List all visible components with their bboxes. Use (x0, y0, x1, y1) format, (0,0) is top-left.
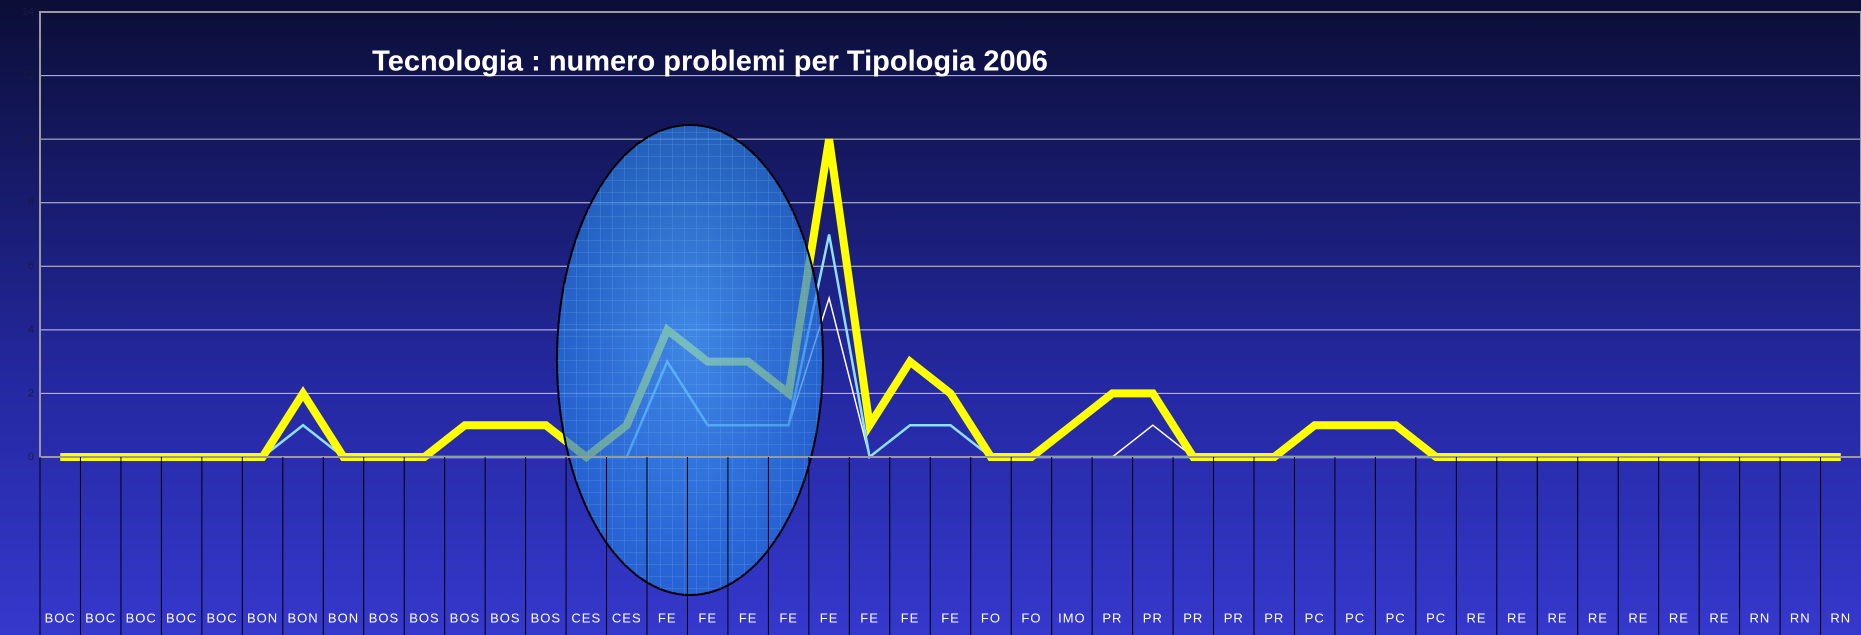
x-tick-label: BOC (126, 610, 157, 625)
x-tick-label: CES (571, 610, 601, 625)
x-tick-label: PR (1183, 610, 1203, 625)
y-tick-label: 14 (22, 6, 34, 18)
x-tick-label: FO (1021, 610, 1041, 625)
x-tick-label: PR (1264, 610, 1284, 625)
x-tick-label: RE (1669, 610, 1689, 625)
x-tick-label: PR (1143, 610, 1163, 625)
x-tick-label: BOS (450, 610, 480, 625)
x-tick-label: PC (1386, 610, 1406, 625)
x-tick-label: PR (1102, 610, 1122, 625)
x-tick-label: FE (860, 610, 879, 625)
x-tick-label: RE (1588, 610, 1608, 625)
x-tick-label: BOS (409, 610, 439, 625)
y-tick-label: 12 (22, 69, 34, 81)
plot-frame (39, 11, 1861, 458)
y-tick-label: 6 (28, 260, 34, 272)
x-tick-label: RE (1547, 610, 1567, 625)
x-tick-label: RN (1790, 610, 1811, 625)
x-tick-label: RN (1830, 610, 1851, 625)
x-tick-label: RE (1507, 610, 1527, 625)
x-tick-label: PC (1426, 610, 1446, 625)
x-tick-label: BON (247, 610, 278, 625)
x-tick-label: BOC (85, 610, 116, 625)
x-tick-label: FE (779, 610, 798, 625)
x-tick-label: BOC (45, 610, 76, 625)
x-tick-label: BON (287, 610, 318, 625)
x-tick-label: BOS (369, 610, 399, 625)
x-tick-label: FE (658, 610, 677, 625)
x-tick-label: FE (941, 610, 960, 625)
x-tick-label: PC (1305, 610, 1325, 625)
x-tick-label: RE (1628, 610, 1648, 625)
y-tick-label: 4 (28, 324, 34, 336)
x-tick-label: CES (612, 610, 642, 625)
x-tick-label: FE (698, 610, 717, 625)
x-tick-label: IMO (1058, 610, 1086, 625)
x-tick-label: BOC (166, 610, 197, 625)
x-tick-label: BOC (207, 610, 238, 625)
y-tick-label: 10 (22, 133, 34, 145)
x-tick-label: RE (1467, 610, 1487, 625)
highlight (556, 124, 824, 596)
x-tick-label: PR (1224, 610, 1244, 625)
x-tick-label: RE (1709, 610, 1729, 625)
x-tick-label: FE (739, 610, 758, 625)
y-tick-label: 8 (28, 197, 34, 209)
x-tick-label: BOS (490, 610, 520, 625)
x-tick-label: FO (981, 610, 1001, 625)
x-tick-label: PC (1345, 610, 1365, 625)
x-tick-label: FE (820, 610, 839, 625)
y-tick-label: 2 (28, 387, 34, 399)
chart-title: Tecnologia : numero problemi per Tipolog… (372, 46, 1048, 78)
x-tick-label: RN (1749, 610, 1770, 625)
x-tick-label: BOS (531, 610, 561, 625)
x-tick-label: FE (901, 610, 920, 625)
y-tick-label: 0 (28, 451, 34, 463)
x-tick-label: BON (328, 610, 359, 625)
